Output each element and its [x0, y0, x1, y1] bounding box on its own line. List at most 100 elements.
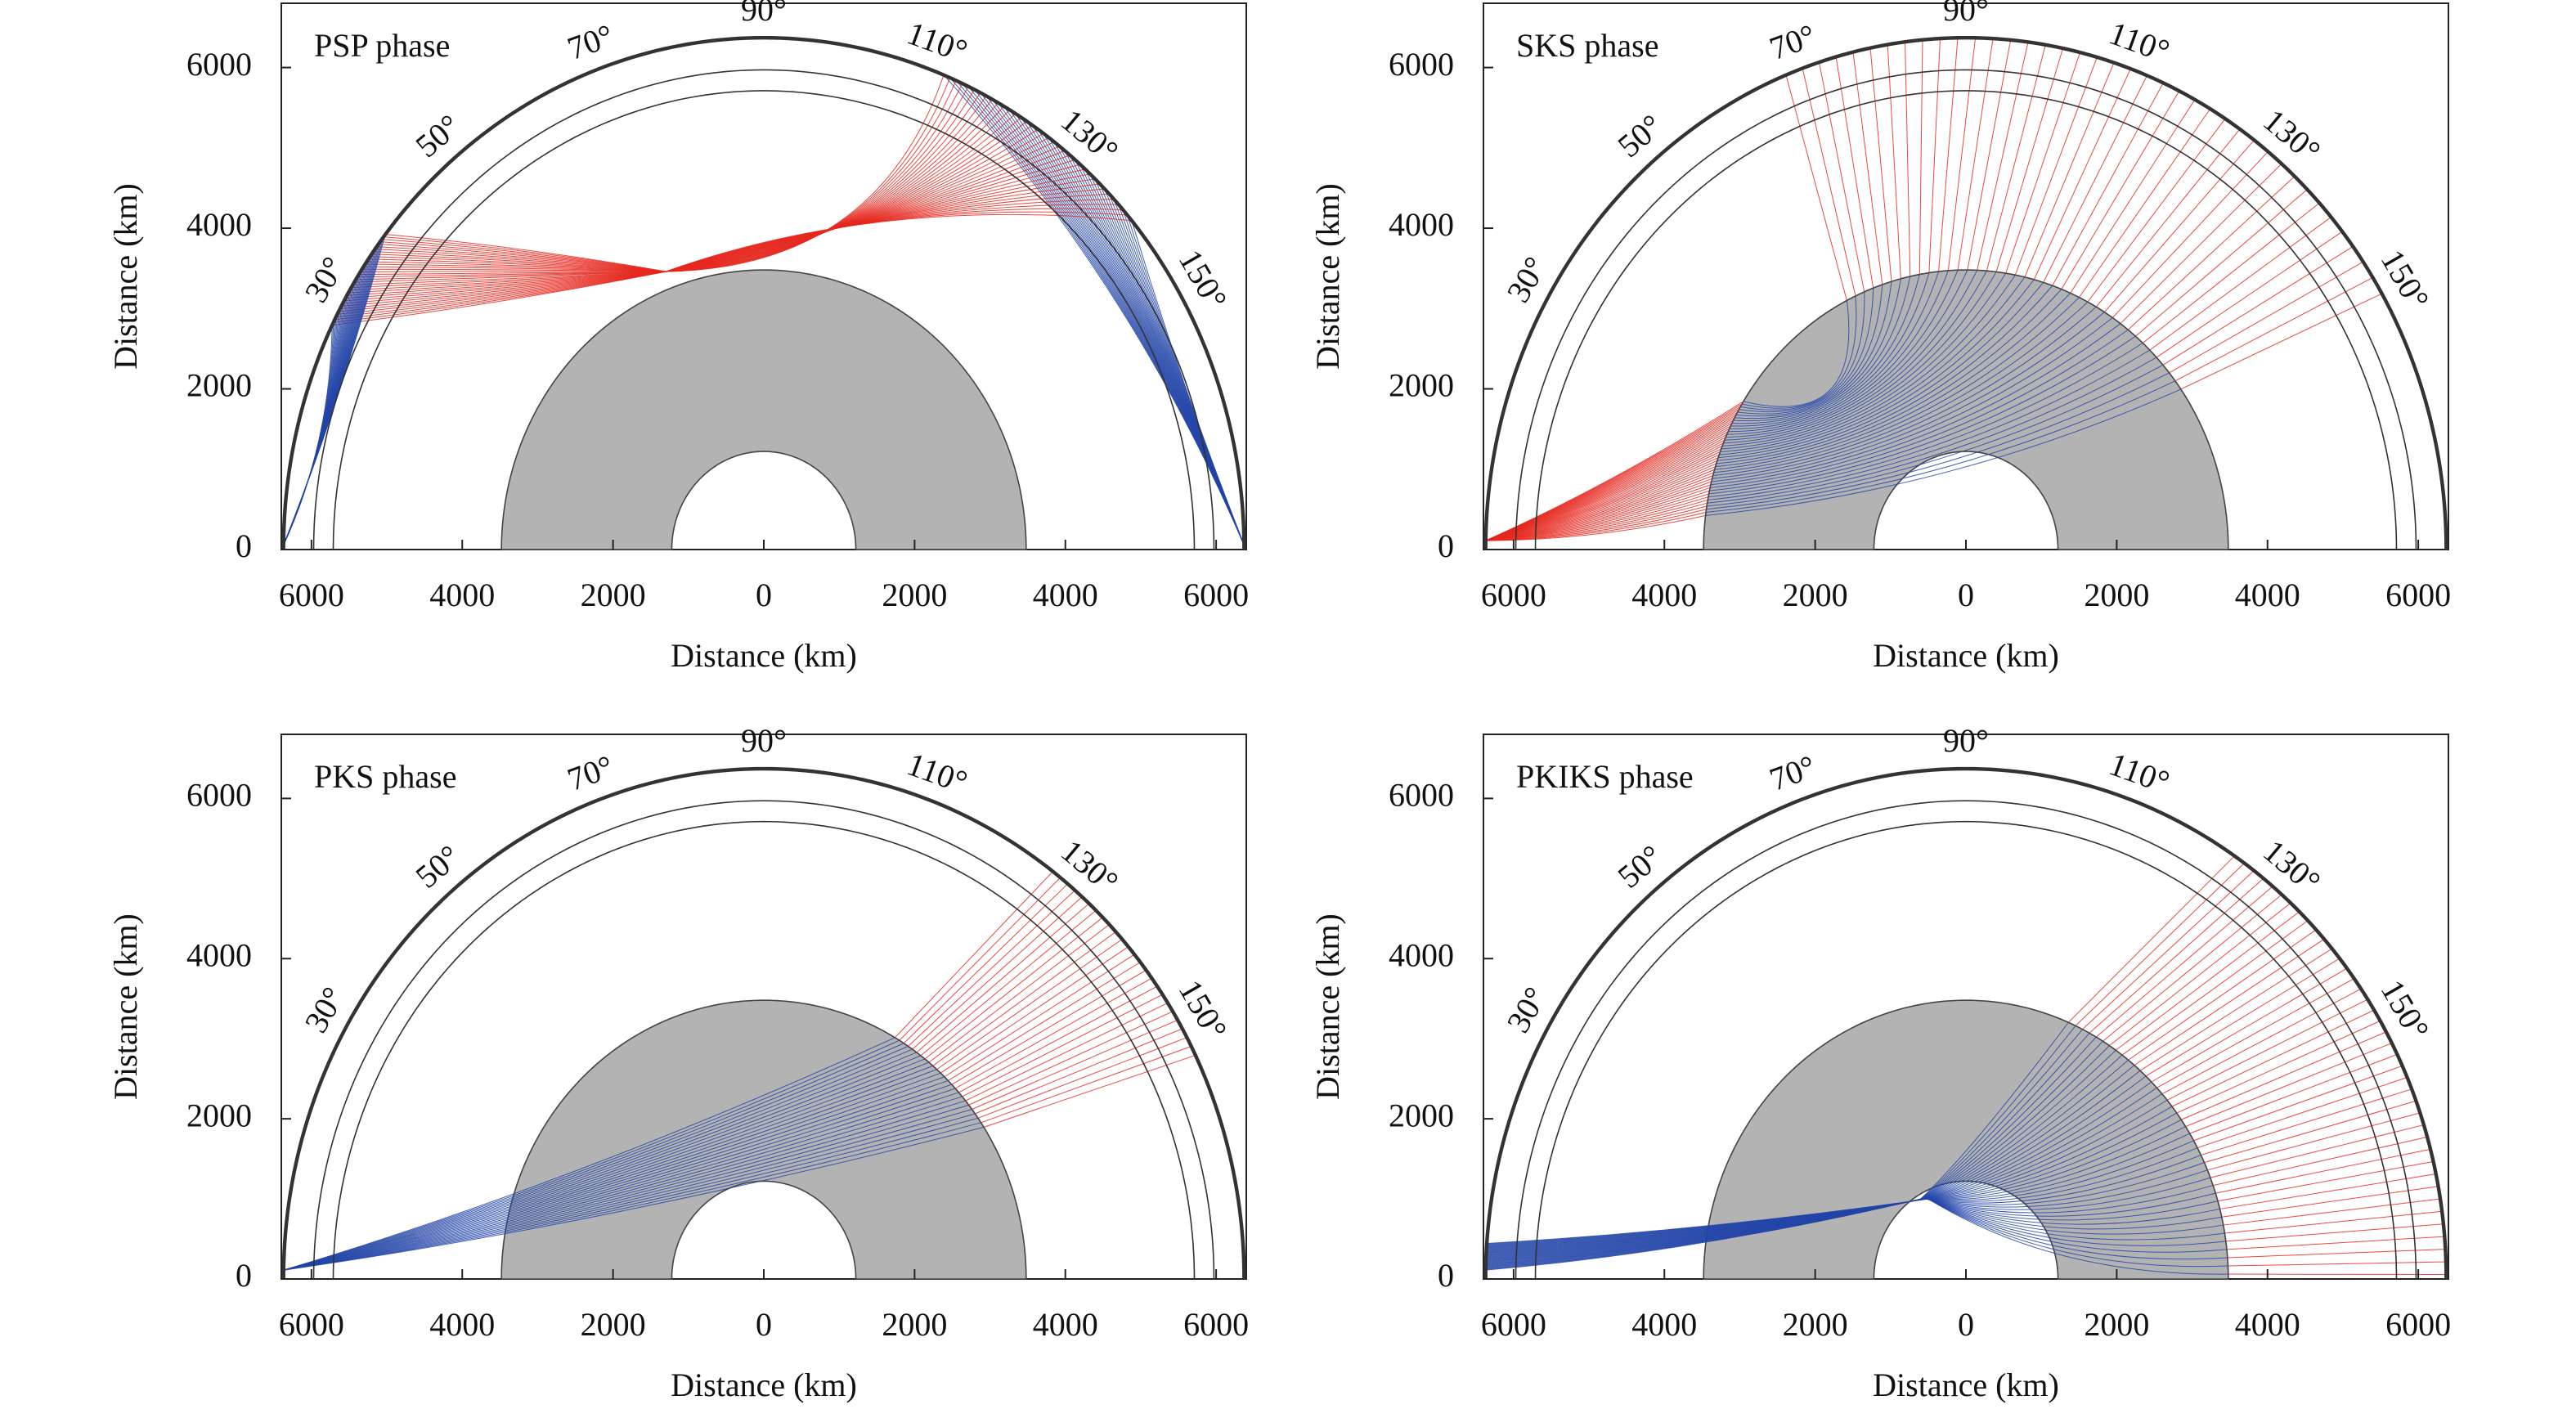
surface: [1483, 766, 2448, 1280]
x-tick-label: 4000: [429, 1306, 495, 1343]
ray: [1726, 270, 1959, 435]
ray: [348, 271, 666, 294]
ray-group: [283, 871, 1196, 1271]
ray: [1926, 1198, 2220, 1225]
ray: [1721, 272, 2007, 450]
ray: [360, 271, 666, 272]
ray: [339, 271, 666, 312]
x-tick-label: 0: [756, 1306, 772, 1343]
x-tick-label: 4000: [429, 577, 495, 613]
ray: [2180, 293, 2382, 390]
ray: [2204, 1100, 2417, 1164]
ray: [1923, 1087, 2157, 1200]
outer-core: [500, 999, 1027, 1280]
discontinuity: [1534, 820, 2398, 1280]
ray: [2079, 108, 2211, 298]
x-tick-label: 6000: [1183, 577, 1249, 613]
ray: [1730, 272, 1930, 427]
panel: 30°50°70°90°110°130°150°0200040006000600…: [1309, 0, 2451, 674]
ray: [1819, 61, 1865, 292]
ray: [1707, 357, 2157, 504]
ray: [283, 1072, 941, 1271]
ray: [1852, 52, 1883, 285]
ray: [977, 1037, 1187, 1119]
ray: [899, 877, 1061, 1041]
ray: [343, 271, 666, 302]
ray: [1922, 1059, 2129, 1200]
ray: [666, 83, 963, 272]
ray: [1721, 271, 1997, 446]
ray: [1922, 1065, 2135, 1200]
ray: [1706, 372, 2170, 510]
ray: [666, 99, 993, 272]
ray: [1925, 1155, 2201, 1204]
ray: [1707, 364, 2164, 507]
ray: [2070, 99, 2196, 294]
discontinuity: [1534, 90, 2398, 550]
y-tick-label: 0: [1438, 1257, 1454, 1294]
ray: [283, 1084, 952, 1271]
ray: [283, 287, 352, 545]
ray: [354, 271, 666, 283]
ray: [2161, 988, 2362, 1095]
y-tick-label: 6000: [1389, 777, 1454, 814]
ray: [383, 236, 666, 272]
ray: [334, 271, 666, 321]
ray: [912, 896, 1083, 1050]
y-tick-label: 6000: [1389, 46, 1454, 83]
ray: [283, 1069, 937, 1271]
ray: [665, 213, 1132, 272]
ray: [2193, 1065, 2403, 1142]
ray: [1927, 1198, 2224, 1235]
ray: [1003, 105, 1245, 545]
ray: [1726, 269, 1968, 438]
ray: [283, 1052, 918, 1271]
ray: [1977, 42, 2029, 271]
ray: [1711, 312, 2105, 482]
ray: [2139, 948, 2332, 1071]
ray: [2207, 1112, 2421, 1171]
ray: [2224, 1210, 2443, 1234]
ray: [1716, 285, 2053, 464]
ray: [2115, 911, 2300, 1051]
ray: [1921, 1036, 2097, 1200]
ray: [2112, 151, 2269, 318]
ray: [1924, 1126, 2186, 1200]
angle-label: 150°: [1172, 244, 1235, 316]
discontinuity: [312, 69, 1215, 550]
ray: [2109, 902, 2291, 1047]
ray: [2228, 1261, 2447, 1267]
ray: [1714, 293, 2071, 470]
y-axis-label: Distance (km): [1309, 913, 1346, 1100]
ray: [2217, 1160, 2434, 1202]
ray: [2087, 118, 2226, 303]
ray: [666, 141, 1055, 272]
ray: [2043, 75, 2147, 283]
x-tick-label: 4000: [1631, 577, 1697, 613]
ray: [2075, 863, 2245, 1026]
ray: [2145, 958, 2340, 1077]
ray: [1712, 306, 2097, 479]
ray: [951, 969, 1147, 1085]
ray: [1995, 47, 2063, 272]
ray: [2151, 967, 2348, 1083]
x-tick-label: 2000: [2084, 577, 2149, 613]
x-tick-label: 4000: [1033, 1306, 1098, 1343]
ray: [1131, 220, 1245, 545]
ray: [1924, 1119, 2182, 1200]
y-tick-label: 0: [236, 1257, 252, 1294]
ray: [1921, 1032, 2090, 1200]
ray: [2166, 998, 2368, 1101]
ray: [1923, 1070, 2141, 1200]
y-axis-label: Distance (km): [1309, 183, 1346, 370]
ray: [1719, 276, 2026, 455]
ray: [2005, 52, 2081, 274]
ray: [283, 311, 339, 545]
ray: [940, 946, 1129, 1074]
ray: [1920, 1021, 2069, 1200]
ray: [1922, 1049, 2116, 1200]
x-tick-label: 2000: [1783, 1306, 1848, 1343]
y-tick-label: 4000: [186, 936, 252, 973]
ray: [352, 271, 666, 285]
x-tick-label: 2000: [2084, 1306, 2149, 1343]
